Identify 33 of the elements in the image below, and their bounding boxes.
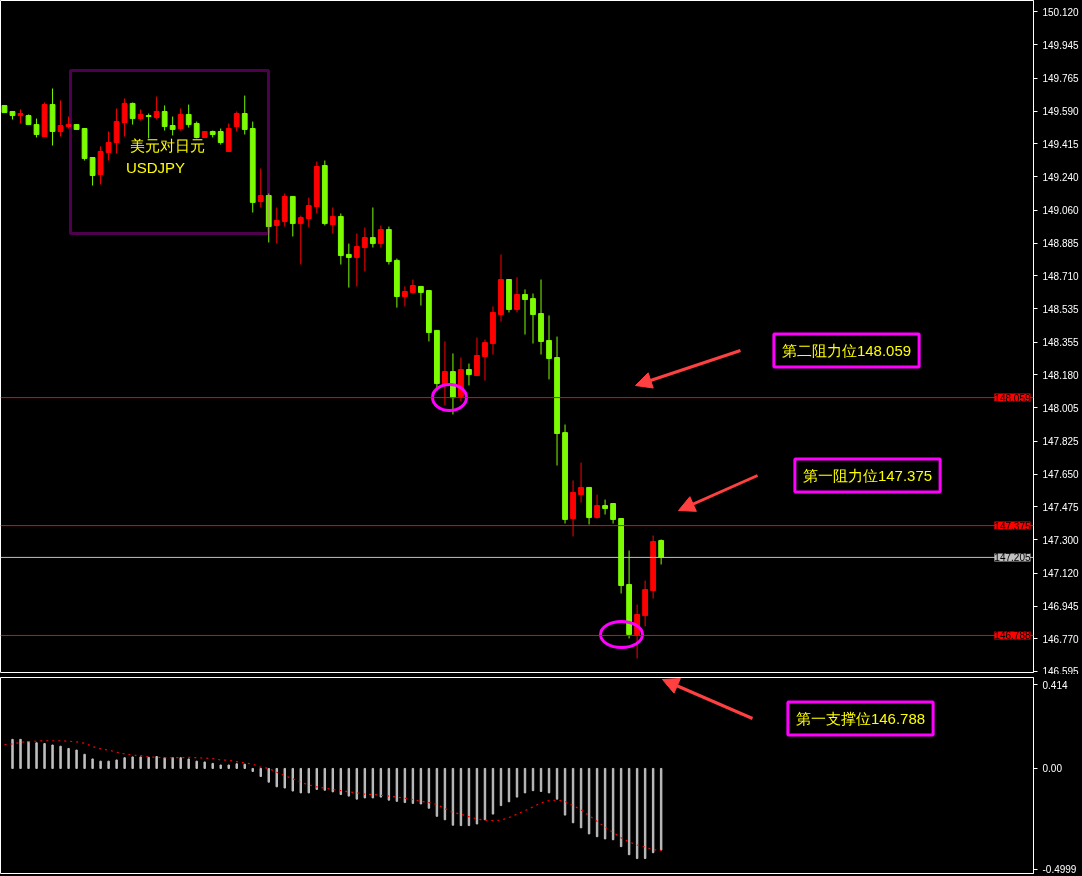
y-tick-label: 149.415	[1042, 138, 1080, 150]
ref-line-label: 148.059	[994, 392, 1031, 404]
y-tick-label: 150.120	[1042, 6, 1080, 18]
y-tick-label: 146.945	[1042, 601, 1080, 613]
ref-line-label: 146.788	[994, 630, 1031, 642]
y-tick-label: 149.765	[1042, 73, 1080, 85]
y-tick-label: 148.710	[1042, 270, 1080, 282]
y-tick-label: 147.300	[1042, 534, 1080, 546]
ref-line-label: 147.375	[994, 520, 1031, 532]
annotation: USDJPY	[125, 159, 186, 176]
y-tick-label: 148.535	[1042, 303, 1080, 315]
y-tick-label: -0.4999	[1042, 864, 1077, 876]
ref-line-label: 147.205	[994, 552, 1031, 564]
y-tick-label: 149.590	[1042, 106, 1080, 118]
text: 第一支撑位146.788	[795, 710, 926, 727]
y-tick-label: 147.475	[1042, 501, 1080, 513]
y-tick-label: 147.120	[1042, 568, 1080, 580]
annotation: 美元对日元	[130, 137, 205, 154]
y-tick-label: 0.414	[1042, 679, 1068, 691]
annotation: 第一阻力位147.375	[802, 467, 933, 484]
y-tick-label: 146.770	[1042, 633, 1080, 645]
y-tick-label: 147.650	[1042, 469, 1080, 481]
y-tick-label: 146.595	[1042, 665, 1080, 677]
y-tick-label: 148.005	[1042, 402, 1080, 414]
y-tick-label: 148.180	[1042, 369, 1080, 381]
y-tick-label: 149.240	[1042, 171, 1080, 183]
y-tick-label: 149.060	[1042, 205, 1080, 217]
y-tick-label: 148.355	[1042, 337, 1080, 349]
annotation: 第二阻力位148.059	[781, 342, 912, 359]
y-tick-label: 148.885	[1042, 238, 1080, 250]
y-tick-label: 147.825	[1042, 436, 1080, 448]
y-tick-label: 149.945	[1042, 39, 1080, 51]
y-tick-label: 0.00	[1042, 763, 1063, 775]
